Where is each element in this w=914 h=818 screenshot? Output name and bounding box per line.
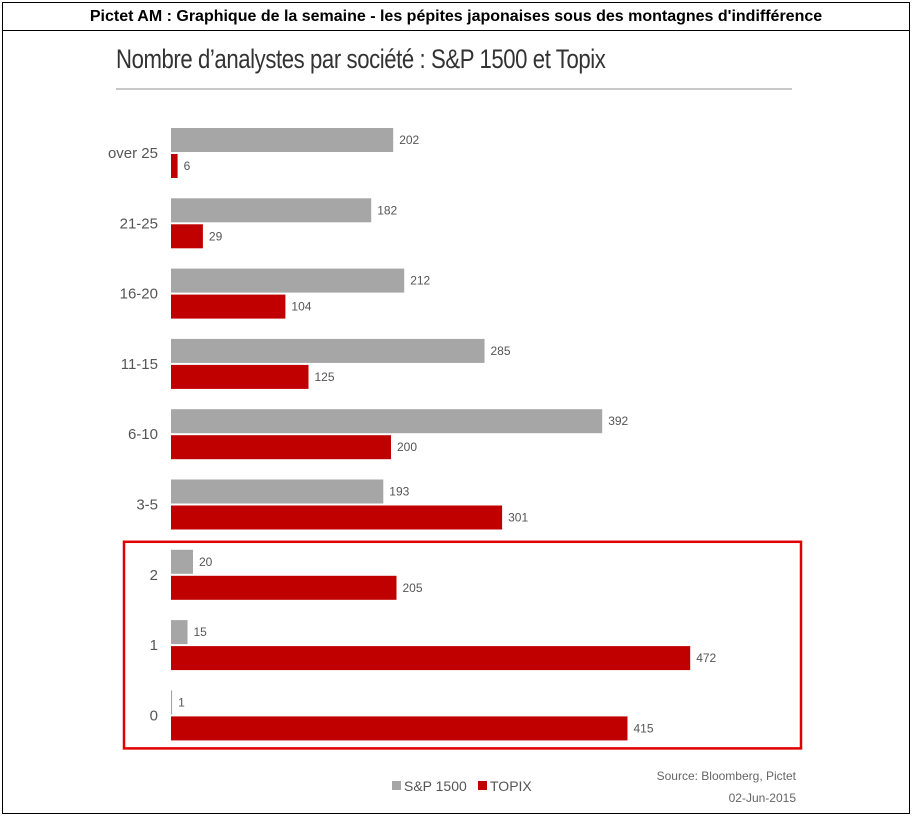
value-label-topix-3-5: 301: [508, 511, 528, 525]
category-label-0: 0: [150, 707, 158, 724]
highlight-box: [122, 540, 803, 750]
bar-topix-1: [171, 646, 691, 671]
bar-topix-21-25: [171, 224, 203, 249]
bar-topix-11-15: [171, 364, 309, 389]
category-label-2: 2: [150, 567, 158, 584]
bars-layer: over 25202621-251822916-2021210411-15285…: [108, 128, 803, 750]
legend-label-sp1500: S&P 1500: [404, 778, 467, 794]
bar-topix-16-20: [171, 294, 286, 319]
value-label-s-p-1500-0: 1: [178, 695, 185, 709]
value-label-s-p-1500-3-5: 193: [389, 485, 409, 499]
legend-swatch-sp1500: [392, 781, 401, 790]
value-label-s-p-1500-6-10: 392: [608, 414, 628, 428]
bar-topix-3-5: [171, 505, 503, 530]
value-label-topix-2: 205: [403, 581, 423, 595]
value-label-s-p-1500-16-20: 212: [410, 274, 430, 288]
value-label-topix-over-25: 6: [184, 159, 191, 173]
value-label-topix-21-25: 29: [209, 229, 223, 243]
bar-topix-over-25: [171, 154, 178, 178]
value-label-s-p-1500-21-25: 182: [377, 203, 397, 217]
value-label-topix-0: 415: [634, 721, 654, 735]
value-label-s-p-1500-2: 20: [199, 555, 213, 569]
category-label-16-20: 16-20: [120, 286, 158, 303]
value-label-topix-6-10: 200: [397, 440, 417, 454]
bar-s-p-1500-over-25: [171, 128, 394, 152]
value-label-s-p-1500-11-15: 285: [491, 344, 511, 358]
bar-s-p-1500-0: [171, 690, 173, 715]
bar-s-p-1500-3-5: [171, 479, 384, 504]
bar-s-p-1500-6-10: [171, 409, 603, 434]
legend: S&P 1500 TOPIX: [392, 778, 532, 794]
category-label-over-25: over 25: [108, 145, 158, 162]
page-header: Pictet AM : Graphique de la semaine - le…: [3, 3, 909, 31]
chart-date: 02-Jun-2015: [729, 791, 797, 805]
category-label-11-15: 11-15: [121, 356, 158, 373]
category-label-6-10: 6-10: [128, 426, 158, 443]
value-label-topix-16-20: 104: [291, 300, 311, 314]
bar-s-p-1500-1: [171, 620, 188, 645]
legend-label-topix: TOPIX: [490, 778, 532, 794]
value-label-topix-11-15: 125: [315, 370, 335, 384]
bar-topix-2: [171, 575, 397, 600]
bar-s-p-1500-11-15: [171, 338, 485, 363]
category-label-21-25: 21-25: [120, 215, 158, 232]
legend-swatch-topix: [478, 781, 487, 790]
bar-topix-0: [171, 716, 628, 741]
chart-title: Nombre d’analystes par société : S&P 150…: [116, 44, 606, 74]
category-label-3-5: 3-5: [136, 497, 158, 514]
value-label-s-p-1500-1: 15: [194, 625, 208, 639]
bar-s-p-1500-21-25: [171, 198, 372, 223]
value-label-topix-1: 472: [696, 651, 716, 665]
title-divider: [116, 88, 792, 90]
chart-source: Source: Bloomberg, Pictet: [657, 769, 797, 783]
category-label-1: 1: [150, 637, 158, 654]
bar-s-p-1500-16-20: [171, 268, 405, 293]
bar-s-p-1500-2: [171, 549, 193, 574]
bar-topix-6-10: [171, 435, 391, 460]
value-label-s-p-1500-over-25: 202: [399, 133, 419, 147]
